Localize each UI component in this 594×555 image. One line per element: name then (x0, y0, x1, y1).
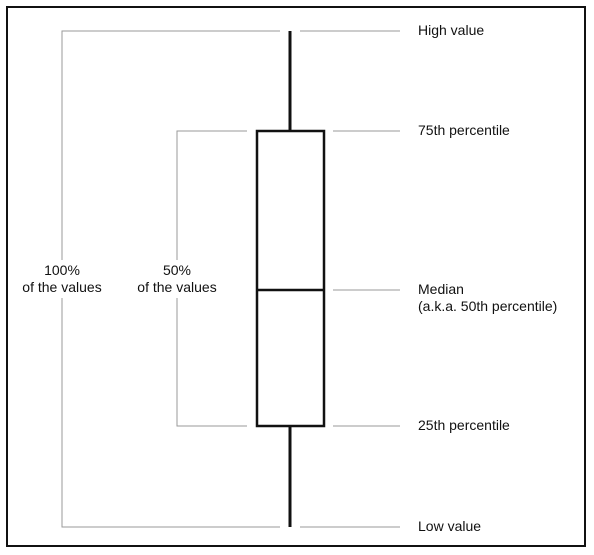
interquartile-box (255, 129, 326, 428)
label-median: Median (418, 281, 464, 297)
label-median-note: (a.k.a. 50th percentile) (418, 298, 558, 314)
bracket-50-percent-text: 50% (162, 262, 192, 278)
bracket-100-caption: of the values (22, 279, 102, 295)
bracket-50-label: 50% of the values (137, 260, 217, 298)
bracket-100-label: 100% of the values (22, 260, 102, 298)
label-low-value: Low value (418, 518, 482, 534)
bracket-100-percent-text: 100% (44, 262, 80, 278)
label-high-value: High value (418, 22, 485, 38)
bracket-50-caption: of the values (137, 279, 217, 295)
label-25th-percentile: 25th percentile (418, 417, 510, 433)
label-75th-percentile: 75th percentile (418, 122, 510, 138)
